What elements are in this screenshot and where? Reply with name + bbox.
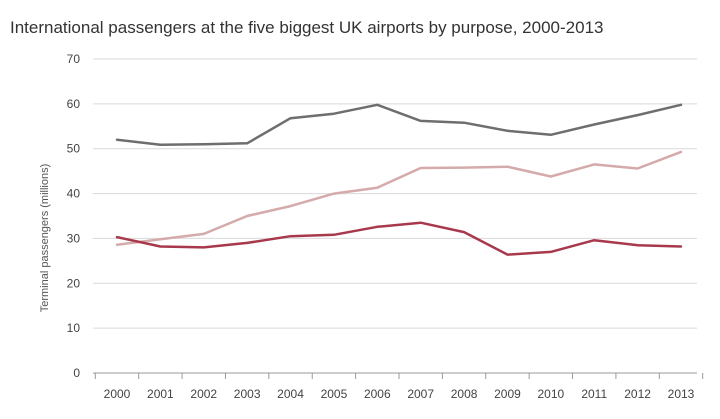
series-line-3: [115, 221, 683, 256]
x-tick-label: 2000: [104, 387, 131, 401]
x-axis: 2000 2001 2002 2003 2004 2005 2006 2007 2008 2009…: [93, 372, 704, 401]
y-axis-title: Terminal passengers (millions): [39, 164, 51, 313]
y-tick-label: 70: [67, 52, 81, 66]
series-line-1: [115, 103, 683, 146]
x-tick-label: 2001: [147, 387, 174, 401]
x-tick-label: 2008: [451, 387, 478, 401]
x-tick-label: 2010: [537, 387, 564, 401]
x-tick-label: 2002: [190, 387, 217, 401]
x-tick-label: 2004: [277, 387, 304, 401]
x-tick-label: 2013: [668, 387, 695, 401]
chart-title: International passengers at the five big…: [10, 18, 604, 37]
x-tick-label: 2009: [494, 387, 521, 401]
gridlines: [93, 58, 697, 329]
y-tick-label: 10: [67, 321, 81, 335]
x-tick-label: 2011: [581, 387, 607, 401]
y-tick-label: 0: [73, 366, 80, 380]
series-line-2: [115, 150, 683, 246]
x-tick-label: 2005: [321, 387, 348, 401]
x-tick-label: 2006: [364, 387, 391, 401]
y-tick-label: 20: [67, 276, 81, 290]
y-axis-ticks: 0 10 20 30 40 50 60 70: [67, 52, 81, 380]
x-tick-label: 2003: [234, 387, 261, 401]
y-tick-label: 30: [67, 231, 81, 245]
x-tick-label: 2007: [407, 387, 434, 401]
series-lines: [115, 103, 683, 256]
y-tick-label: 40: [67, 187, 81, 201]
y-tick-label: 60: [67, 97, 81, 111]
y-tick-label: 50: [67, 142, 81, 156]
x-tick-label: 2012: [624, 387, 651, 401]
